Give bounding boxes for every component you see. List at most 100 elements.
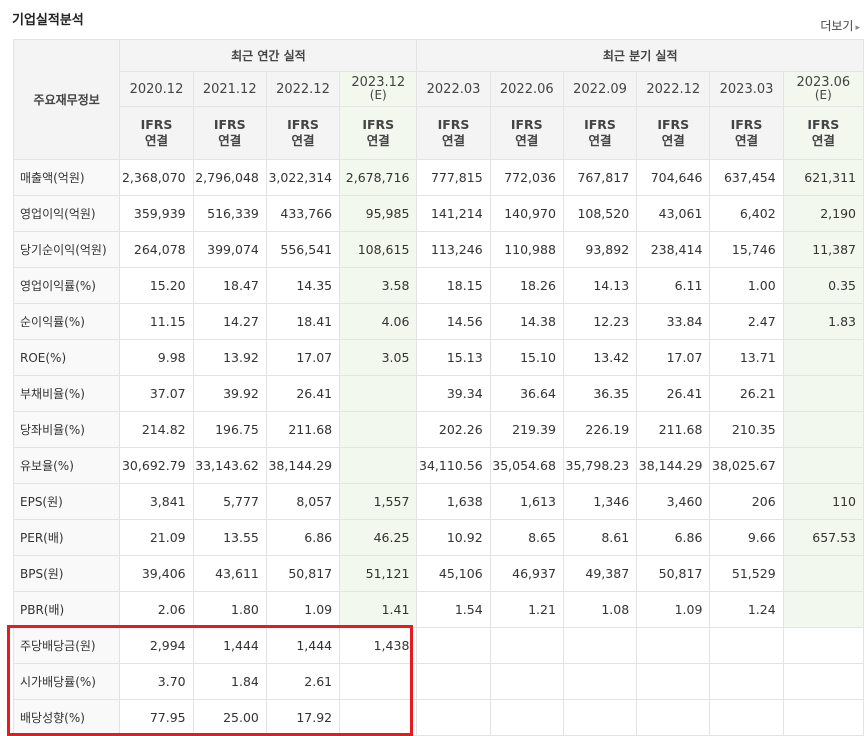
- table-cell: 14.13: [562, 267, 638, 304]
- row-label: 당기순이익(억원): [12, 231, 121, 268]
- table-cell: 1,638: [416, 483, 491, 520]
- table-cell: 214.82: [119, 411, 194, 448]
- table-cell: 2,994: [119, 627, 194, 664]
- ifrs-line1: IFRS: [657, 117, 690, 132]
- table-cell: 206: [709, 483, 784, 520]
- table-row: ROE(%) 9.98 13.92 17.07 3.05 15.13 15.10 13.42 1…: [12, 339, 865, 376]
- table-cell: [562, 627, 638, 664]
- table-cell: 211.68: [636, 411, 711, 448]
- table-cell: 110: [782, 483, 865, 520]
- table-cell: 35,798.23: [562, 447, 638, 484]
- table-cell: [782, 663, 865, 700]
- table-cell: [416, 627, 491, 664]
- table-cell: 211.68: [265, 411, 341, 448]
- table-cell: 1.54: [416, 591, 491, 628]
- table-cell: [709, 699, 784, 736]
- period-header: 2023.03: [709, 71, 784, 107]
- ifrs-badge: IFRS 연결: [636, 106, 711, 160]
- ifrs-line2: 연결: [515, 133, 539, 148]
- table-cell: 38,144.29: [265, 447, 341, 484]
- table-cell: 2,190: [782, 195, 865, 232]
- table-cell: 3.70: [119, 663, 194, 700]
- table-cell: 39.92: [192, 375, 267, 412]
- table-cell: 15.20: [119, 267, 194, 304]
- table-row: 시가배당률(%) 3.70 1.84 2.61: [12, 663, 865, 700]
- ifrs-line2: 연결: [291, 133, 315, 148]
- table-cell: 6.11: [636, 267, 711, 304]
- ifrs-line2: 연결: [144, 133, 168, 148]
- table-cell: [636, 699, 711, 736]
- table-cell: 1.08: [562, 591, 638, 628]
- table-cell: 3.05: [339, 339, 418, 376]
- ifrs-line2: 연결: [588, 133, 612, 148]
- ifrs-line1: IFRS: [362, 117, 395, 132]
- table-cell: 10.92: [416, 519, 491, 556]
- table-cell: 6.86: [265, 519, 341, 556]
- row-label: EPS(원): [12, 483, 121, 520]
- table-cell: [782, 627, 865, 664]
- row-label: 순이익률(%): [12, 303, 121, 340]
- table-cell: [782, 447, 865, 484]
- table-cell: 17.07: [636, 339, 711, 376]
- period-header: 2023.12 (E): [339, 71, 418, 107]
- period-label: 2022.06: [499, 81, 554, 97]
- table-row: EPS(원) 3,841 5,777 8,057 1,557 1,638 1,613 1,34…: [12, 483, 865, 520]
- table-cell: 35,054.68: [489, 447, 564, 484]
- table-cell: [782, 375, 865, 412]
- table-cell: 8,057: [265, 483, 341, 520]
- ifrs-badge: IFRS 연결: [265, 106, 341, 160]
- table-cell: 11,387: [782, 231, 865, 268]
- table-cell: 2.06: [119, 591, 194, 628]
- table-cell: 34,110.56: [416, 447, 491, 484]
- table-cell: 226.19: [562, 411, 638, 448]
- table-cell: 556,541: [265, 231, 341, 268]
- period-header: 2022.12: [636, 71, 711, 107]
- period-label: 2023.06: [796, 75, 851, 90]
- table-cell: 767,817: [562, 159, 638, 196]
- table-cell: [636, 627, 711, 664]
- table-cell: 77.95: [119, 699, 194, 736]
- table-cell: 4.06: [339, 303, 418, 340]
- table-cell: 36.64: [489, 375, 564, 412]
- period-header: 2022.12: [265, 71, 341, 107]
- group-quarterly: 최근 분기 실적: [416, 39, 864, 72]
- table-cell: 2,678,716: [339, 159, 418, 196]
- table-cell: [782, 555, 865, 592]
- row-label: 주당배당금(원): [12, 627, 121, 664]
- table-cell: 39,406: [119, 555, 194, 592]
- table-cell: 17.07: [265, 339, 341, 376]
- table-row: PER(배) 21.09 13.55 6.86 46.25 10.92 8.65 8.61 6.…: [12, 519, 865, 556]
- table-cell: [489, 627, 564, 664]
- row-label: 매출액(억원): [12, 159, 121, 196]
- period-label: 2023.03: [719, 81, 774, 97]
- table-cell: 14.27: [192, 303, 267, 340]
- table-cell: 46,937: [489, 555, 564, 592]
- table-cell: 2.47: [709, 303, 784, 340]
- table-cell: 3,460: [636, 483, 711, 520]
- ifrs-line1: IFRS: [807, 117, 840, 132]
- ifrs-line1: IFRS: [730, 117, 763, 132]
- table-cell: 15,746: [709, 231, 784, 268]
- table-cell: 1.24: [709, 591, 784, 628]
- table-cell: 1.21: [489, 591, 564, 628]
- table-cell: [416, 699, 491, 736]
- ifrs-line1: IFRS: [437, 117, 470, 132]
- table-cell: 2,368,070: [119, 159, 194, 196]
- table-cell: 3,022,314: [265, 159, 341, 196]
- table-cell: 2.61: [265, 663, 341, 700]
- table-cell: 8.65: [489, 519, 564, 556]
- more-link[interactable]: 더보기 ▸: [820, 17, 860, 34]
- row-label: 유보율(%): [12, 447, 121, 484]
- estimate-mark: (E): [369, 88, 387, 102]
- table-cell: 657.53: [782, 519, 865, 556]
- financial-table: 주요재무정보 최근 연간 실적 최근 분기 실적 2020.12 2021.12 2…: [12, 39, 865, 736]
- table-cell: 12.23: [562, 303, 638, 340]
- table-cell: 196.75: [192, 411, 267, 448]
- table-row: 영업이익(억원) 359,939 516,339 433,766 95,985 141,2…: [12, 195, 865, 232]
- table-cell: 36.35: [562, 375, 638, 412]
- ifrs-line2: 연결: [735, 133, 759, 148]
- table-cell: 13.71: [709, 339, 784, 376]
- estimate-mark: (E): [814, 88, 832, 102]
- table-cell: 3.58: [339, 267, 418, 304]
- table-cell: 17.92: [265, 699, 341, 736]
